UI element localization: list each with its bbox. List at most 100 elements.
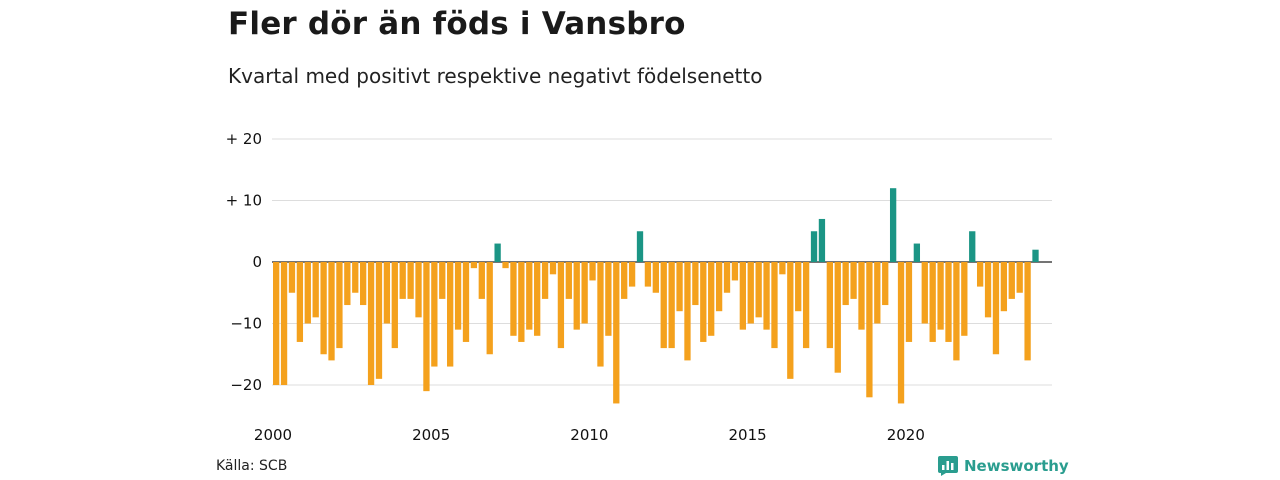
- brand-logo: Newsworthy: [938, 456, 1069, 476]
- bar-negative: [668, 262, 675, 349]
- chart-subtitle: Kvartal med positivt respektive negativt…: [228, 64, 763, 88]
- bar-negative: [502, 262, 509, 269]
- bar-negative: [573, 262, 580, 330]
- bar-negative: [850, 262, 857, 299]
- bar-negative: [905, 262, 913, 342]
- bar-negative: [715, 262, 723, 312]
- bar-negative: [589, 262, 596, 281]
- bar-negative: [771, 262, 778, 349]
- x-axis-ticks: 2000 2005 2010 2015 2020: [254, 426, 925, 444]
- y-tick-label: + 20: [226, 130, 262, 148]
- bar-negative: [280, 262, 288, 385]
- bar-negative: [992, 262, 1000, 355]
- bar-negative: [320, 262, 327, 355]
- bar-negative: [692, 262, 699, 306]
- bar-negative: [984, 262, 992, 318]
- bar-negative: [953, 262, 960, 361]
- bar-negative: [367, 262, 375, 385]
- bar-negative: [882, 262, 889, 306]
- bar-negative: [755, 262, 762, 318]
- y-axis-ticks: + 20 + 10 0 −10 −20: [226, 130, 262, 394]
- bar-negative: [312, 262, 319, 318]
- bar-negative: [684, 262, 691, 361]
- bar-negative: [700, 262, 707, 342]
- newsworthy-logo-icon: [938, 456, 958, 476]
- bar-negative: [470, 262, 478, 269]
- bar-negative: [779, 262, 786, 275]
- bar-negative: [360, 262, 367, 306]
- bar-negative: [581, 262, 588, 324]
- y-tick-label: 0: [252, 253, 262, 271]
- bar-negative: [858, 262, 865, 330]
- source-note: Källa: SCB: [216, 458, 288, 474]
- bar-positive: [810, 231, 818, 262]
- bar-negative: [541, 262, 549, 299]
- bar-negative: [415, 262, 422, 318]
- bar-negative: [747, 262, 754, 324]
- bar-negative: [723, 262, 731, 293]
- bar-negative: [976, 262, 984, 287]
- y-tick-label: + 10: [226, 192, 262, 210]
- bar-negative: [549, 262, 557, 275]
- bar-negative: [439, 262, 446, 299]
- x-tick-label: 2000: [254, 426, 292, 444]
- bar-negative: [565, 262, 572, 299]
- bar-positive: [889, 188, 897, 262]
- bar-negative: [296, 262, 304, 342]
- bars: [273, 188, 1039, 404]
- bar-negative: [328, 262, 335, 361]
- bar-negative: [605, 262, 612, 336]
- bar-negative: [510, 262, 517, 336]
- bar-negative: [431, 262, 438, 367]
- bar-negative: [288, 262, 296, 293]
- bar-negative: [660, 262, 667, 349]
- bar-negative: [1008, 262, 1015, 299]
- bar-negative: [1024, 262, 1031, 361]
- bar-negative: [763, 262, 770, 330]
- bar-negative: [644, 262, 652, 287]
- bar-negative: [557, 262, 565, 349]
- bar-negative: [352, 262, 359, 293]
- x-tick-label: 2010: [570, 426, 608, 444]
- bar-negative: [273, 262, 280, 385]
- bar-negative: [383, 262, 391, 324]
- x-tick-label: 2015: [729, 426, 767, 444]
- bar-negative: [399, 262, 406, 299]
- chart-title: Fler dör än föds i Vansbro: [228, 6, 686, 42]
- bar-negative: [462, 262, 470, 342]
- bar-negative: [676, 262, 683, 312]
- bar-positive: [818, 218, 826, 262]
- bar-positive: [636, 231, 644, 262]
- bar-negative: [795, 262, 802, 312]
- bar-negative: [802, 262, 810, 349]
- bar-negative: [866, 262, 873, 398]
- bar-negative: [842, 262, 849, 306]
- bar-negative: [897, 262, 905, 404]
- bar-negative: [597, 262, 604, 367]
- bar-negative: [518, 262, 525, 342]
- bar-negative: [526, 262, 533, 330]
- bar-positive: [494, 243, 501, 262]
- bar-negative: [375, 262, 383, 379]
- bar-negative: [929, 262, 936, 342]
- bar-negative: [961, 262, 968, 336]
- bar-negative: [304, 262, 311, 324]
- bar-negative: [937, 262, 944, 330]
- bar-negative: [874, 262, 881, 324]
- bar-negative: [652, 262, 659, 293]
- bar-negative: [708, 262, 715, 336]
- bar-negative: [921, 262, 928, 324]
- bar-negative: [1016, 262, 1023, 293]
- bar-positive: [1032, 249, 1039, 262]
- bar-negative: [628, 262, 636, 287]
- bar-negative: [787, 262, 794, 379]
- bar-negative: [945, 262, 952, 342]
- bar-negative: [826, 262, 833, 349]
- brand-name: Newsworthy: [964, 457, 1069, 475]
- y-tick-label: −20: [230, 376, 262, 394]
- bar-negative: [534, 262, 541, 336]
- bar-negative: [423, 262, 430, 392]
- bar-negative: [391, 262, 398, 349]
- bar-positive: [969, 231, 976, 262]
